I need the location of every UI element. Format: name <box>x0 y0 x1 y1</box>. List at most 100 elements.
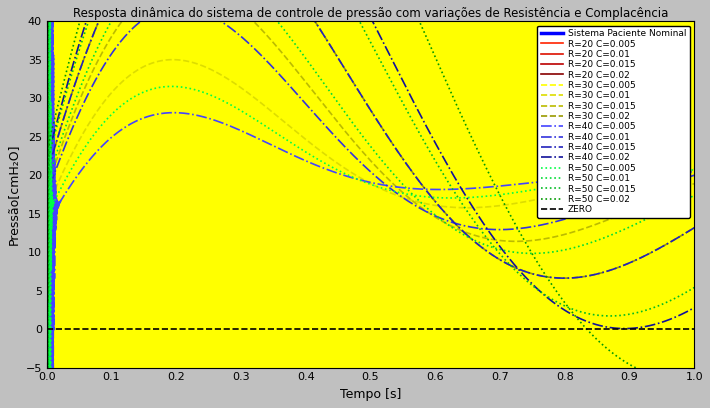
R=40 C=0.015 <box>672 236 680 241</box>
R=30 C=0.02 <box>690 225 699 230</box>
R=30 C=0.02 <box>43 327 51 332</box>
R=40 C=0.005 <box>690 169 699 174</box>
R=50 C=0.005 <box>76 152 84 157</box>
R=50 C=0.02 <box>553 290 562 295</box>
R=30 C=0.015 <box>553 234 562 239</box>
R=30 C=0.015 <box>690 181 699 186</box>
R=40 C=0.005 <box>672 170 680 175</box>
R=40 C=0.01 <box>76 108 84 113</box>
R=40 C=0.005 <box>76 169 84 174</box>
R=40 C=0.005 <box>43 327 51 332</box>
Line: R=50 C=0.02: R=50 C=0.02 <box>47 0 694 408</box>
R=40 C=0.02 <box>672 315 680 319</box>
R=30 C=0.015 <box>341 129 349 134</box>
R=30 C=0.01 <box>553 193 562 197</box>
R=30 C=0.01 <box>672 169 680 174</box>
R=50 C=0.005 <box>553 183 562 188</box>
R=40 C=0.015 <box>690 225 699 230</box>
Line: R=20 C=0.02: R=20 C=0.02 <box>47 0 694 408</box>
Line: R=20 C=0.005: R=20 C=0.005 <box>47 0 599 408</box>
R=20 C=0.02 <box>341 144 349 149</box>
Title: Resposta dinâmica do sistema de controle de pressão com variações de Resistência: Resposta dinâmica do sistema de controle… <box>73 7 668 20</box>
R=40 C=0.005 <box>358 178 366 183</box>
R=30 C=0.02 <box>672 236 680 241</box>
R=40 C=0.01 <box>341 144 349 149</box>
R=30 C=0.01 <box>690 166 699 171</box>
R=40 C=0.02 <box>43 327 51 332</box>
R=50 C=0.015 <box>358 24 366 29</box>
Sistema Paciente Nominal <box>690 225 699 230</box>
R=30 C=0.02 <box>672 237 680 242</box>
Line: R=40 C=0.015: R=40 C=0.015 <box>47 0 694 408</box>
R=20 C=0.01 <box>672 170 680 175</box>
R=30 C=0.015 <box>43 327 51 332</box>
R=50 C=0.01 <box>672 202 680 207</box>
Sistema Paciente Nominal <box>672 236 680 241</box>
R=40 C=0.005 <box>553 177 562 182</box>
R=50 C=0.005 <box>672 169 680 173</box>
Line: R=30 C=0.02: R=30 C=0.02 <box>47 0 694 408</box>
R=30 C=0.015 <box>76 95 84 100</box>
R=30 C=0.015 <box>672 188 680 193</box>
R=50 C=0.01 <box>76 85 84 90</box>
R=40 C=0.01 <box>43 327 51 332</box>
X-axis label: Tempo [s]: Tempo [s] <box>340 388 401 401</box>
R=20 C=0.02 <box>76 108 84 113</box>
R=50 C=0.005 <box>672 169 680 173</box>
R=20 C=0.015 <box>76 135 84 140</box>
Line: R=20 C=0.01: R=20 C=0.01 <box>47 0 694 408</box>
R=20 C=0.02 <box>672 178 680 183</box>
R=40 C=0.02 <box>690 305 699 310</box>
R=50 C=0.015 <box>672 295 680 300</box>
Line: R=40 C=0.02: R=40 C=0.02 <box>47 0 694 408</box>
R=20 C=0.02 <box>553 219 562 224</box>
R=40 C=0.01 <box>358 162 366 166</box>
R=30 C=0.02 <box>76 66 84 71</box>
R=20 C=0.01 <box>553 177 562 182</box>
R=40 C=0.01 <box>553 219 562 224</box>
Line: R=40 C=0.01: R=40 C=0.01 <box>47 0 694 408</box>
R=20 C=0.015 <box>672 169 680 174</box>
R=40 C=0.02 <box>553 303 562 308</box>
R=40 C=0.015 <box>553 275 562 280</box>
R=40 C=0.015 <box>672 237 680 242</box>
R=30 C=0.02 <box>553 275 562 280</box>
R=20 C=0.005 <box>43 327 51 332</box>
Line: Sistema Paciente Nominal: Sistema Paciente Nominal <box>47 0 694 408</box>
Sistema Paciente Nominal <box>553 275 562 280</box>
Line: R=50 C=0.015: R=50 C=0.015 <box>47 0 694 408</box>
R=50 C=0.01 <box>341 110 349 115</box>
R=20 C=0.02 <box>672 178 680 183</box>
R=40 C=0.02 <box>76 38 84 42</box>
R=20 C=0.015 <box>358 177 366 182</box>
R=50 C=0.015 <box>76 44 84 49</box>
R=30 C=0.01 <box>672 169 680 174</box>
R=20 C=0.01 <box>76 169 84 174</box>
Line: R=30 C=0.015: R=30 C=0.015 <box>47 0 694 408</box>
R=20 C=0.015 <box>341 166 349 171</box>
R=30 C=0.01 <box>358 177 366 182</box>
Line: R=20 C=0.015: R=20 C=0.015 <box>47 0 694 408</box>
R=20 C=0.015 <box>672 169 680 174</box>
R=20 C=0.015 <box>43 327 51 332</box>
R=50 C=0.01 <box>690 193 699 198</box>
R=50 C=0.02 <box>43 327 51 332</box>
R=30 C=0.01 <box>43 327 51 332</box>
R=50 C=0.015 <box>43 327 51 332</box>
Sistema Paciente Nominal <box>43 327 51 332</box>
R=50 C=0.01 <box>358 133 366 138</box>
R=30 C=0.005 <box>43 327 51 332</box>
R=30 C=0.01 <box>76 135 84 140</box>
R=30 C=0.015 <box>672 188 680 193</box>
R=20 C=0.01 <box>43 327 51 332</box>
R=50 C=0.02 <box>690 375 699 380</box>
R=20 C=0.01 <box>690 169 699 174</box>
Line: R=50 C=0.01: R=50 C=0.01 <box>47 0 694 408</box>
R=30 C=0.02 <box>341 67 349 72</box>
R=20 C=0.02 <box>690 173 699 178</box>
R=40 C=0.02 <box>672 314 680 319</box>
R=40 C=0.02 <box>358 0 366 4</box>
R=20 C=0.015 <box>553 193 562 197</box>
R=50 C=0.02 <box>672 376 680 381</box>
R=50 C=0.015 <box>672 295 680 300</box>
